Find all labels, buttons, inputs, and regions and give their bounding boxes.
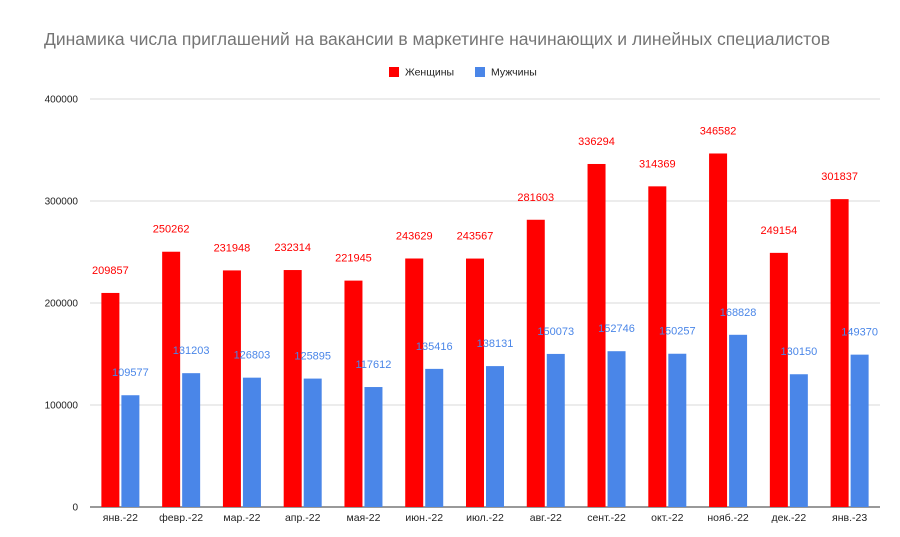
data-label-women-1: 209857 [92,265,129,277]
bar-men-8 [546,353,565,507]
chart-title: Динамика числа приглашений на вакансии в… [44,29,831,49]
data-label-men-8: 150073 [537,326,574,338]
x-category-label: мар.-22 [223,512,260,524]
data-label-men-7: 138131 [477,338,514,350]
bar-women-2 [162,251,181,507]
data-label-men-5: 117612 [356,359,392,371]
grid-lines [90,98,880,508]
data-label-men-11: 168828 [720,307,757,319]
data-label-men-12: 130150 [780,346,817,358]
bar-men-3 [242,377,261,507]
data-label-men-1: 109577 [112,367,149,379]
bar-women-9 [587,163,606,508]
y-tick-label: 100000 [45,401,79,412]
x-category-label: апр.-22 [285,512,321,524]
legend-swatch-men [475,67,485,77]
x-category-label: июн.-22 [405,512,443,524]
data-label-women-10: 314369 [639,158,676,170]
bar-women-5 [344,280,363,507]
data-label-women-4: 232314 [274,242,311,254]
x-category-label: дек.-22 [772,512,807,524]
bar-women-11 [709,153,728,507]
legend-label-men: Мужчины [491,67,537,79]
bar-women-10 [648,186,667,507]
bar-men-10 [668,353,687,507]
bar-women-12 [769,252,788,507]
legend-label-women: Женщины [405,67,454,79]
x-category-label: окт.-22 [651,512,683,524]
data-label-women-12: 249154 [760,225,797,237]
bar-women-1 [101,292,120,507]
bar-men-2 [182,373,201,507]
data-label-women-11: 346582 [700,125,737,137]
x-category-label: янв.-23 [832,512,867,524]
data-labels: 209857 109577 250262 131203 231948 126803 2323… [92,125,878,379]
bar-women-13 [830,199,849,507]
data-label-women-6: 243629 [396,230,433,242]
data-label-men-3: 126803 [234,350,271,362]
x-category-label: янв.-22 [103,512,138,524]
bar-women-8 [526,219,545,507]
y-tick-label: 300000 [45,197,79,208]
bar-men-5 [364,387,383,507]
data-label-men-2: 131203 [173,345,210,357]
data-label-women-7: 243567 [457,231,494,243]
legend: Женщины Мужчины [389,67,537,79]
bar-men-12 [789,374,808,507]
bar-men-7 [486,366,504,507]
data-label-men-9: 152746 [598,323,635,335]
x-category-label: февр.-22 [159,512,203,524]
data-label-women-5: 221945 [335,253,372,265]
bar-men-9 [607,351,626,507]
x-category-label: нояб.-22 [707,512,749,524]
bar-men-13 [850,354,869,507]
bar-men-1 [121,395,140,507]
bar-men-11 [729,334,748,507]
y-tick-label: 400000 [45,95,79,106]
y-axis-tick-labels: 0 100000 200000 300000 400000 [45,95,79,514]
data-label-women-8: 281603 [517,192,554,204]
y-tick-label: 0 [72,503,78,514]
data-label-women-13: 301837 [821,171,858,183]
data-label-men-6: 135416 [416,341,453,353]
bars [101,153,869,508]
x-category-label: сент.-22 [587,512,626,524]
data-label-men-10: 150257 [659,326,696,338]
data-label-women-2: 250262 [153,224,190,236]
data-label-men-13: 149370 [841,327,878,339]
y-tick-label: 200000 [45,299,79,310]
data-label-women-3: 231948 [214,242,251,254]
bar-women-3 [222,270,241,507]
x-category-label: авг.-22 [530,512,562,524]
bar-women-4 [283,270,302,507]
x-category-label: июл.-22 [466,512,504,524]
bar-men-4 [303,378,322,507]
data-label-men-4: 125895 [294,351,331,363]
bar-men-6 [425,368,444,507]
x-axis-category-labels: янв.-22 февр.-22 мар.-22 апр.-22 мая-22 июн.-… [103,512,868,524]
data-label-women-9: 336294 [578,136,615,148]
bar-women-7 [466,258,484,507]
legend-swatch-women [389,67,399,77]
x-category-label: мая-22 [347,512,381,524]
bar-women-6 [405,258,424,507]
